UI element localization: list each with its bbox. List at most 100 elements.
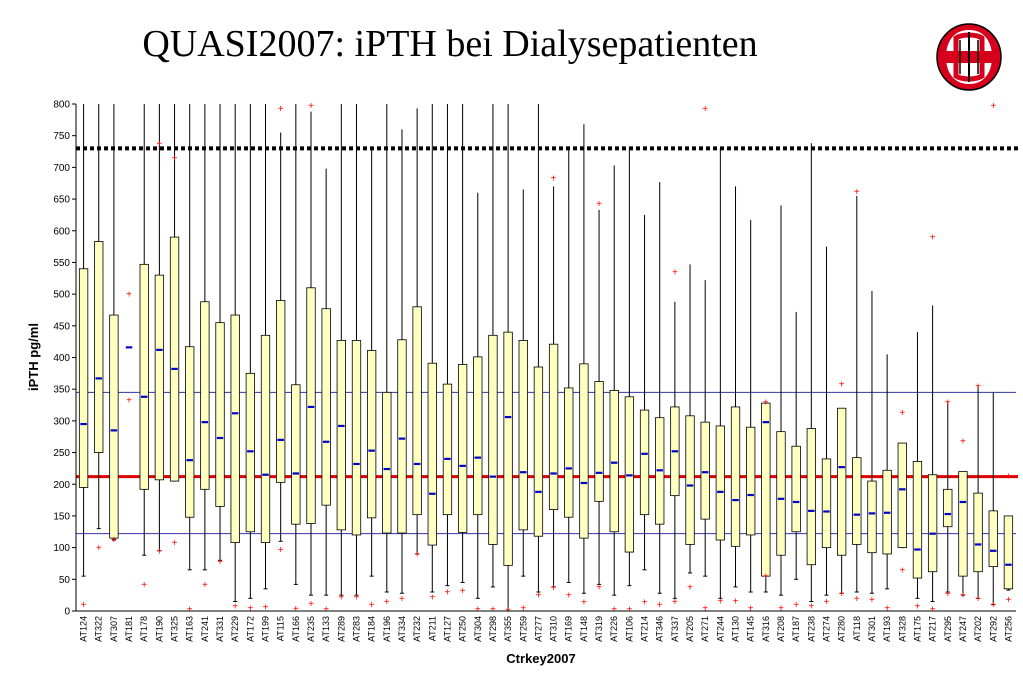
box-AT319: ++ [594,199,604,593]
outlier-mark: + [702,104,708,115]
box-AT301: + [867,290,877,606]
y-tick-label: 800 [53,100,70,111]
outlier-mark: + [869,595,875,606]
x-tick-label: AT277 [533,616,543,642]
outlier-mark: + [126,290,132,301]
outlier-mark: + [535,591,541,602]
box-body [594,381,604,502]
outlier-mark: + [414,549,420,560]
box-body [518,339,528,531]
outlier-mark: + [323,605,329,616]
outlier-mark: + [126,395,132,406]
box-AT217: ++ [927,233,938,616]
x-tick-label: AT175 [912,616,922,642]
y-tick-label: 500 [53,290,70,301]
outlier-mark: + [960,437,966,448]
outlier-mark: + [824,597,830,608]
x-tick-label: AT355 [503,616,513,642]
outlier-mark: + [217,557,223,568]
outlier-mark: + [626,605,632,616]
x-tick-label: AT205 [685,616,695,642]
box-AT226: + [609,165,619,616]
x-tick-label: AT247 [958,616,968,642]
x-tick-label: AT304 [473,616,483,642]
x-tick-label: AT124 [79,616,89,642]
box-body [776,431,786,556]
outlier-mark: + [81,600,87,611]
x-axis-title: Ctrkey2007 [506,651,575,666]
box-body [746,426,756,536]
box-AT178: + [139,104,149,591]
box-body [927,474,938,573]
outlier-mark: + [717,596,723,607]
outlier-mark: + [111,535,117,546]
outlier-mark: + [899,408,905,419]
x-tick-label: AT193 [882,616,892,642]
x-tick-label: AT196 [382,616,392,642]
x-tick-label: AT127 [442,616,452,642]
outlier-mark: + [247,603,253,614]
box-AT196: + [382,104,392,608]
outlier-mark: + [763,397,769,408]
box-AT232: + [412,108,422,560]
x-tick-label: AT199 [261,616,271,642]
outlier-mark: + [945,397,951,408]
outlier-mark: + [156,139,162,150]
y-tick-label: 100 [53,543,70,554]
x-tick-label: AT337 [670,616,680,642]
box-body [791,445,801,533]
x-tick-label: AT331 [215,616,225,642]
outlier-mark: + [854,187,860,198]
box-body [548,343,559,511]
box-AT337: ++ [670,267,680,608]
y-tick-label: 550 [53,258,70,269]
outlier-mark: + [551,174,557,185]
box-body [306,287,316,524]
box-body [503,331,513,566]
box-AT328: ++ [897,408,907,576]
box-AT238: + [806,143,816,612]
y-tick-label: 350 [53,385,70,396]
outlier-mark: + [990,600,996,611]
x-tick-label: AT289 [336,616,346,642]
box-AT310: ++ [548,174,559,594]
x-tick-label: AT118 [852,616,862,641]
y-tick-label: 600 [53,226,70,237]
box-AT118: ++ [852,187,862,605]
box-body [169,236,180,482]
outlier-mark: + [945,589,951,600]
x-tick-label: AT280 [837,616,847,642]
outlier-mark: + [490,605,496,616]
outlier-mark: + [839,589,845,600]
outlier-mark: + [96,543,102,554]
box-AT202: ++ [973,382,983,605]
box-body [988,510,998,568]
y-tick-label: 300 [53,416,70,427]
box-AT172: + [245,104,256,614]
box-AT298: + [488,104,498,616]
box-AT106: + [624,146,635,616]
outlier-mark: + [551,583,557,594]
x-tick-label: AT163 [185,616,195,642]
x-tick-label: AT292 [988,616,998,642]
x-tick-label: AT169 [564,616,574,642]
outlier-mark: + [657,600,663,611]
axes: 0 50 100 150 200 250 300 350 400 450 500 550 600 650 7… [53,100,1016,642]
box-body [382,391,392,534]
box-body [230,314,240,543]
outlier-mark: + [960,591,966,602]
box-AT127: + [442,104,453,598]
box-body [685,415,695,545]
outlier-mark: + [278,104,284,115]
outlier-mark: + [263,603,269,614]
outlier-mark: + [930,605,936,616]
x-tick-label: AT271 [700,616,710,642]
outlier-mark: + [354,593,360,604]
box-body [427,362,437,546]
x-tick-label: AT184 [367,616,377,642]
outlier-mark: + [399,594,405,605]
box-AT244: + [715,148,726,607]
box-AT193: + [882,354,892,614]
box-AT304: + [473,192,483,616]
